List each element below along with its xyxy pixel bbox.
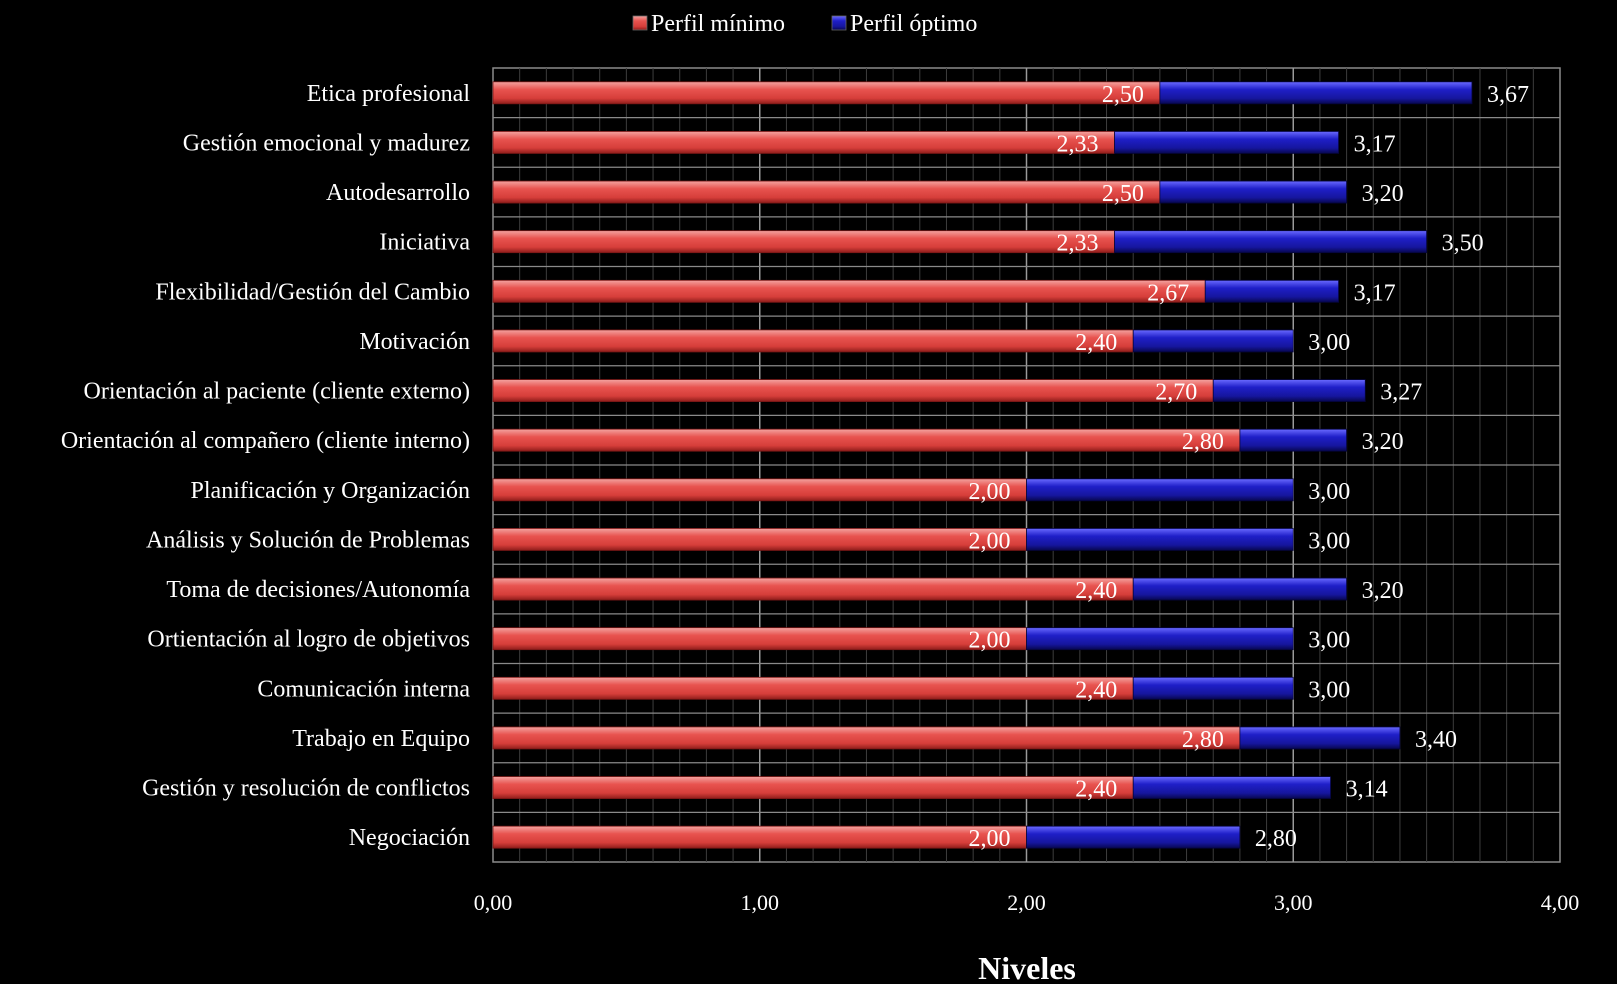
value-label-perfil-minimo: 2,67 <box>1147 280 1189 306</box>
value-label-perfil-optimo: 3,27 <box>1380 380 1422 406</box>
value-label-perfil-minimo: 2,00 <box>969 628 1011 654</box>
value-label-perfil-minimo: 2,80 <box>1182 727 1224 753</box>
value-label-perfil-optimo: 3,14 <box>1346 777 1388 803</box>
legend-label: Perfil óptimo <box>850 11 977 37</box>
bar-perfil-minimo <box>492 230 1115 254</box>
x-axis-ticks: 0,00 1,00 2,00 3,00 4,00 <box>474 890 1580 915</box>
bar-perfil-minimo <box>492 279 1206 303</box>
category-label: Etica profesional <box>307 81 471 107</box>
category-label: Gestión y resolución de conflictos <box>142 776 470 802</box>
value-label-perfil-minimo: 2,00 <box>969 826 1011 852</box>
category-label: Orientación al compañero (cliente intern… <box>61 428 470 454</box>
bar-perfil-minimo <box>492 627 1027 651</box>
category-label: Comunicación interna <box>257 676 470 702</box>
bar-perfil-optimo <box>1114 230 1428 254</box>
category-label: Gestión emocional y madurez <box>183 130 470 156</box>
x-tick-label: 2,00 <box>1007 890 1046 915</box>
value-label-perfil-optimo: 3,67 <box>1487 82 1529 108</box>
category-label: Análisis y Solución de Problemas <box>146 527 470 553</box>
value-label-perfil-optimo: 3,17 <box>1354 280 1396 306</box>
category-labels: Etica profesional Gestión emocional y mad… <box>61 81 471 851</box>
category-label: Autodesarrollo <box>326 180 470 206</box>
category-label: Toma de decisiones/Autonomía <box>166 577 470 603</box>
bar-perfil-optimo <box>1026 825 1241 849</box>
bar-perfil-optimo <box>1204 279 1339 303</box>
bar-perfil-minimo <box>492 428 1241 452</box>
bar-perfil-minimo <box>492 577 1134 601</box>
bar-perfil-minimo <box>492 726 1241 750</box>
value-label-perfil-optimo: 3,00 <box>1308 479 1350 505</box>
legend-swatch <box>632 15 648 31</box>
category-label: Ortientación al logro de objetivos <box>147 627 470 653</box>
bar-perfil-optimo <box>1026 627 1294 651</box>
bar-perfil-optimo <box>1026 528 1294 551</box>
bar-perfil-minimo <box>492 379 1214 402</box>
value-labels: 2,50 3,67 2,33 3,17 2,50 3,20 2,33 3,50 2,67 3,17… <box>969 82 1529 852</box>
value-label-perfil-minimo: 2,70 <box>1155 380 1197 406</box>
legend: Perfil mínimo Perfil óptimo <box>632 11 977 37</box>
category-label: Iniciativa <box>379 230 470 256</box>
bar-perfil-optimo <box>1132 329 1294 353</box>
bar-perfil-optimo <box>1132 776 1331 799</box>
bar-perfil-minimo <box>492 131 1115 154</box>
value-label-perfil-minimo: 2,50 <box>1102 181 1144 207</box>
category-label: Negociación <box>349 825 470 851</box>
bar-perfil-minimo <box>492 329 1134 353</box>
bar-perfil-minimo <box>492 776 1134 799</box>
bar-perfil-optimo <box>1132 676 1294 700</box>
category-label: Trabajo en Equipo <box>292 726 470 752</box>
value-label-perfil-optimo: 3,20 <box>1362 578 1404 604</box>
category-label: Motivación <box>359 329 470 355</box>
x-tick-label: 4,00 <box>1541 890 1580 915</box>
value-label-perfil-minimo: 2,33 <box>1057 231 1099 257</box>
category-label: Orientación al paciente (cliente externo… <box>84 379 470 405</box>
bar-perfil-optimo <box>1212 379 1366 402</box>
value-label-perfil-minimo: 2,40 <box>1075 578 1117 604</box>
x-tick-label: 0,00 <box>474 890 513 915</box>
value-label-perfil-optimo: 3,00 <box>1308 677 1350 703</box>
x-tick-label: 3,00 <box>1274 890 1313 915</box>
legend-swatch <box>831 15 847 31</box>
value-label-perfil-minimo: 2,00 <box>969 528 1011 554</box>
bar-perfil-optimo <box>1239 428 1348 452</box>
bar-perfil-optimo <box>1114 131 1339 154</box>
value-label-perfil-optimo: 3,20 <box>1362 181 1404 207</box>
bars <box>492 81 1473 849</box>
bar-perfil-optimo <box>1132 577 1347 601</box>
legend-item-perfil-minimo: Perfil mínimo <box>632 11 785 37</box>
value-label-perfil-minimo: 2,40 <box>1075 777 1117 803</box>
value-label-perfil-minimo: 2,00 <box>969 479 1011 505</box>
value-label-perfil-optimo: 3,40 <box>1415 727 1457 753</box>
bar-perfil-minimo <box>492 528 1027 551</box>
value-label-perfil-minimo: 2,40 <box>1075 677 1117 703</box>
bar-perfil-optimo <box>1159 180 1348 204</box>
bar-perfil-optimo <box>1026 478 1294 502</box>
bar-perfil-minimo <box>492 825 1027 849</box>
x-axis-title: Niveles <box>978 950 1076 984</box>
bar-perfil-optimo <box>1239 726 1401 750</box>
bar-perfil-optimo <box>1159 81 1473 105</box>
value-label-perfil-optimo: 3,00 <box>1308 528 1350 554</box>
x-tick-label: 1,00 <box>741 890 780 915</box>
value-label-perfil-optimo: 3,50 <box>1442 231 1484 257</box>
value-label-perfil-minimo: 2,80 <box>1182 429 1224 455</box>
value-label-perfil-minimo: 2,33 <box>1057 131 1099 157</box>
bar-perfil-minimo <box>492 676 1134 700</box>
bar-perfil-minimo <box>492 478 1027 502</box>
bar-perfil-minimo <box>492 180 1161 204</box>
value-label-perfil-optimo: 3,00 <box>1308 628 1350 654</box>
value-label-perfil-minimo: 2,50 <box>1102 82 1144 108</box>
value-label-perfil-minimo: 2,40 <box>1075 330 1117 356</box>
value-label-perfil-optimo: 2,80 <box>1255 826 1297 852</box>
legend-label: Perfil mínimo <box>651 11 785 37</box>
value-label-perfil-optimo: 3,00 <box>1308 330 1350 356</box>
category-label: Flexibilidad/Gestión del Cambio <box>155 279 470 305</box>
bar-perfil-minimo <box>492 81 1161 105</box>
category-label: Planificación y Organización <box>191 478 470 504</box>
value-label-perfil-optimo: 3,17 <box>1354 131 1396 157</box>
value-label-perfil-optimo: 3,20 <box>1362 429 1404 455</box>
legend-item-perfil-optimo: Perfil óptimo <box>831 11 977 37</box>
